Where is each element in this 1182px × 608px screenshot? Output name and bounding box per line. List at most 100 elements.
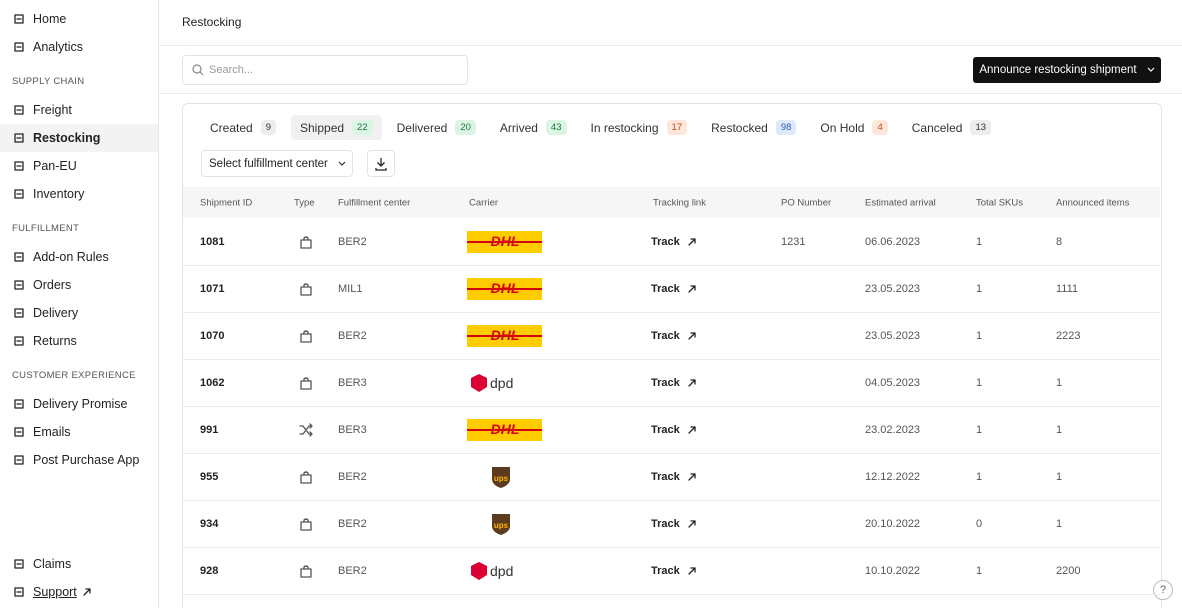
nav-item[interactable]: Delivery Promise: [0, 390, 158, 418]
icon: [14, 161, 24, 171]
nav-item[interactable]: Inventory: [0, 180, 158, 208]
carrier-logo: ups: [492, 514, 510, 535]
logo-shield: [492, 467, 510, 488]
tracking-link[interactable]: Track: [651, 565, 697, 577]
icon-path: [14, 427, 24, 437]
announce-button[interactable]: Announce restocking shipment: [973, 57, 1161, 83]
carrier-logo: dpd: [471, 374, 513, 392]
announced-items: 1: [1056, 518, 1063, 530]
icon: [14, 336, 24, 346]
help-button[interactable]: ?: [1153, 580, 1173, 600]
icon-path: [688, 473, 696, 481]
nav-item[interactable]: Post Purchase App: [0, 446, 158, 474]
nav-item[interactable]: Support: [0, 578, 158, 606]
icon-path: [14, 189, 24, 199]
nav-item[interactable]: Pan-EU: [0, 152, 158, 180]
section-title: SUPPLY CHAIN: [12, 76, 85, 87]
table-header: [183, 187, 1160, 218]
icon: [300, 518, 312, 531]
nav-item[interactable]: Claims: [0, 550, 158, 578]
row-divider: [183, 359, 1160, 360]
tab-label: Created: [210, 120, 253, 135]
track-label: Track: [651, 518, 680, 530]
track-label: Track: [651, 565, 680, 577]
row-divider: [183, 406, 1160, 407]
tab[interactable]: Canceled 13: [903, 115, 1000, 140]
download-icon: [375, 158, 387, 171]
nav-label: Inventory: [33, 187, 85, 201]
nav-label: Claims: [33, 557, 72, 571]
logo-shield: [492, 514, 510, 535]
total-skus: 0: [976, 518, 983, 530]
icon: [14, 252, 24, 262]
po-number: 1231: [781, 236, 806, 248]
carrier: DHL: [467, 276, 543, 302]
icon: [688, 473, 696, 481]
type-icon: [299, 517, 313, 531]
logo-text: DHL: [491, 233, 520, 249]
nav-item[interactable]: Analytics: [0, 33, 158, 61]
estimated-arrival: 04.05.2023: [865, 377, 921, 389]
search-box[interactable]: Search...: [182, 55, 468, 85]
nav-item[interactable]: Orders: [0, 271, 158, 299]
tracking-link[interactable]: Track: [651, 471, 697, 483]
nav-item[interactable]: Home: [0, 5, 158, 33]
nav-item[interactable]: Delivery: [0, 299, 158, 327]
logo-cube: [471, 374, 487, 392]
icon: [688, 332, 696, 340]
search-icon: [192, 64, 204, 76]
tracking-link[interactable]: Track: [651, 518, 697, 530]
tab[interactable]: Shipped 22: [291, 115, 382, 140]
nav-item[interactable]: Emails: [0, 418, 158, 446]
nav-item[interactable]: Restocking: [0, 124, 158, 152]
row-divider: [183, 547, 1160, 548]
icon: [14, 308, 24, 318]
type-icon: [299, 423, 313, 437]
announced-items: 1: [1056, 471, 1063, 483]
estimated-arrival: 20.10.2022: [865, 518, 921, 530]
fulfillment-center: BER3: [338, 377, 367, 389]
nav-label: Support: [33, 585, 77, 599]
column-header: Carrier: [469, 197, 499, 209]
icon-path: [14, 399, 24, 409]
icon: [300, 565, 312, 578]
tab[interactable]: On Hold 4: [811, 115, 896, 140]
carrier-logo: DHL: [467, 325, 542, 347]
tab[interactable]: Arrived 43: [491, 115, 576, 140]
download-button[interactable]: [367, 150, 395, 177]
shipment-id: 934: [200, 518, 219, 530]
row-divider: [183, 265, 1160, 266]
tracking-link[interactable]: Track: [651, 330, 697, 342]
carrier: DHL: [467, 417, 543, 443]
tracking-link[interactable]: Track: [651, 283, 697, 295]
icon: [688, 379, 696, 387]
tab[interactable]: In restocking 17: [582, 115, 697, 140]
nav-item[interactable]: Add-on Rules: [0, 243, 158, 271]
tab-label: In restocking: [590, 120, 659, 135]
tab-label: Arrived: [499, 120, 538, 135]
tab[interactable]: Delivered 20: [388, 115, 485, 140]
tracking-link[interactable]: Track: [651, 377, 697, 389]
fulfillment-center: BER2: [338, 330, 367, 342]
icon-path: [14, 280, 24, 290]
announced-items: 8: [1056, 236, 1063, 248]
tracking-link[interactable]: Track: [651, 424, 697, 436]
icon-path: [688, 426, 696, 434]
carrier: dpd: [467, 558, 543, 584]
fulfillment-center: BER2: [338, 471, 367, 483]
icon-path: [14, 105, 24, 115]
icon-path: [300, 330, 312, 343]
track-label: Track: [651, 283, 680, 295]
nav-item[interactable]: Freight: [0, 96, 158, 124]
tab-count: 43: [545, 120, 567, 135]
carrier: ups: [467, 511, 543, 537]
icon-path: [300, 236, 312, 249]
tab[interactable]: Created 9: [201, 115, 285, 140]
tab[interactable]: Restocked 98: [702, 115, 805, 140]
icon-path: [14, 252, 24, 262]
type-icon: [299, 470, 313, 484]
filter-select[interactable]: Select fulfillment center: [201, 150, 353, 177]
tracking-link[interactable]: Track: [651, 236, 697, 248]
nav-item[interactable]: Returns: [0, 327, 158, 355]
type-icon: [299, 235, 313, 249]
